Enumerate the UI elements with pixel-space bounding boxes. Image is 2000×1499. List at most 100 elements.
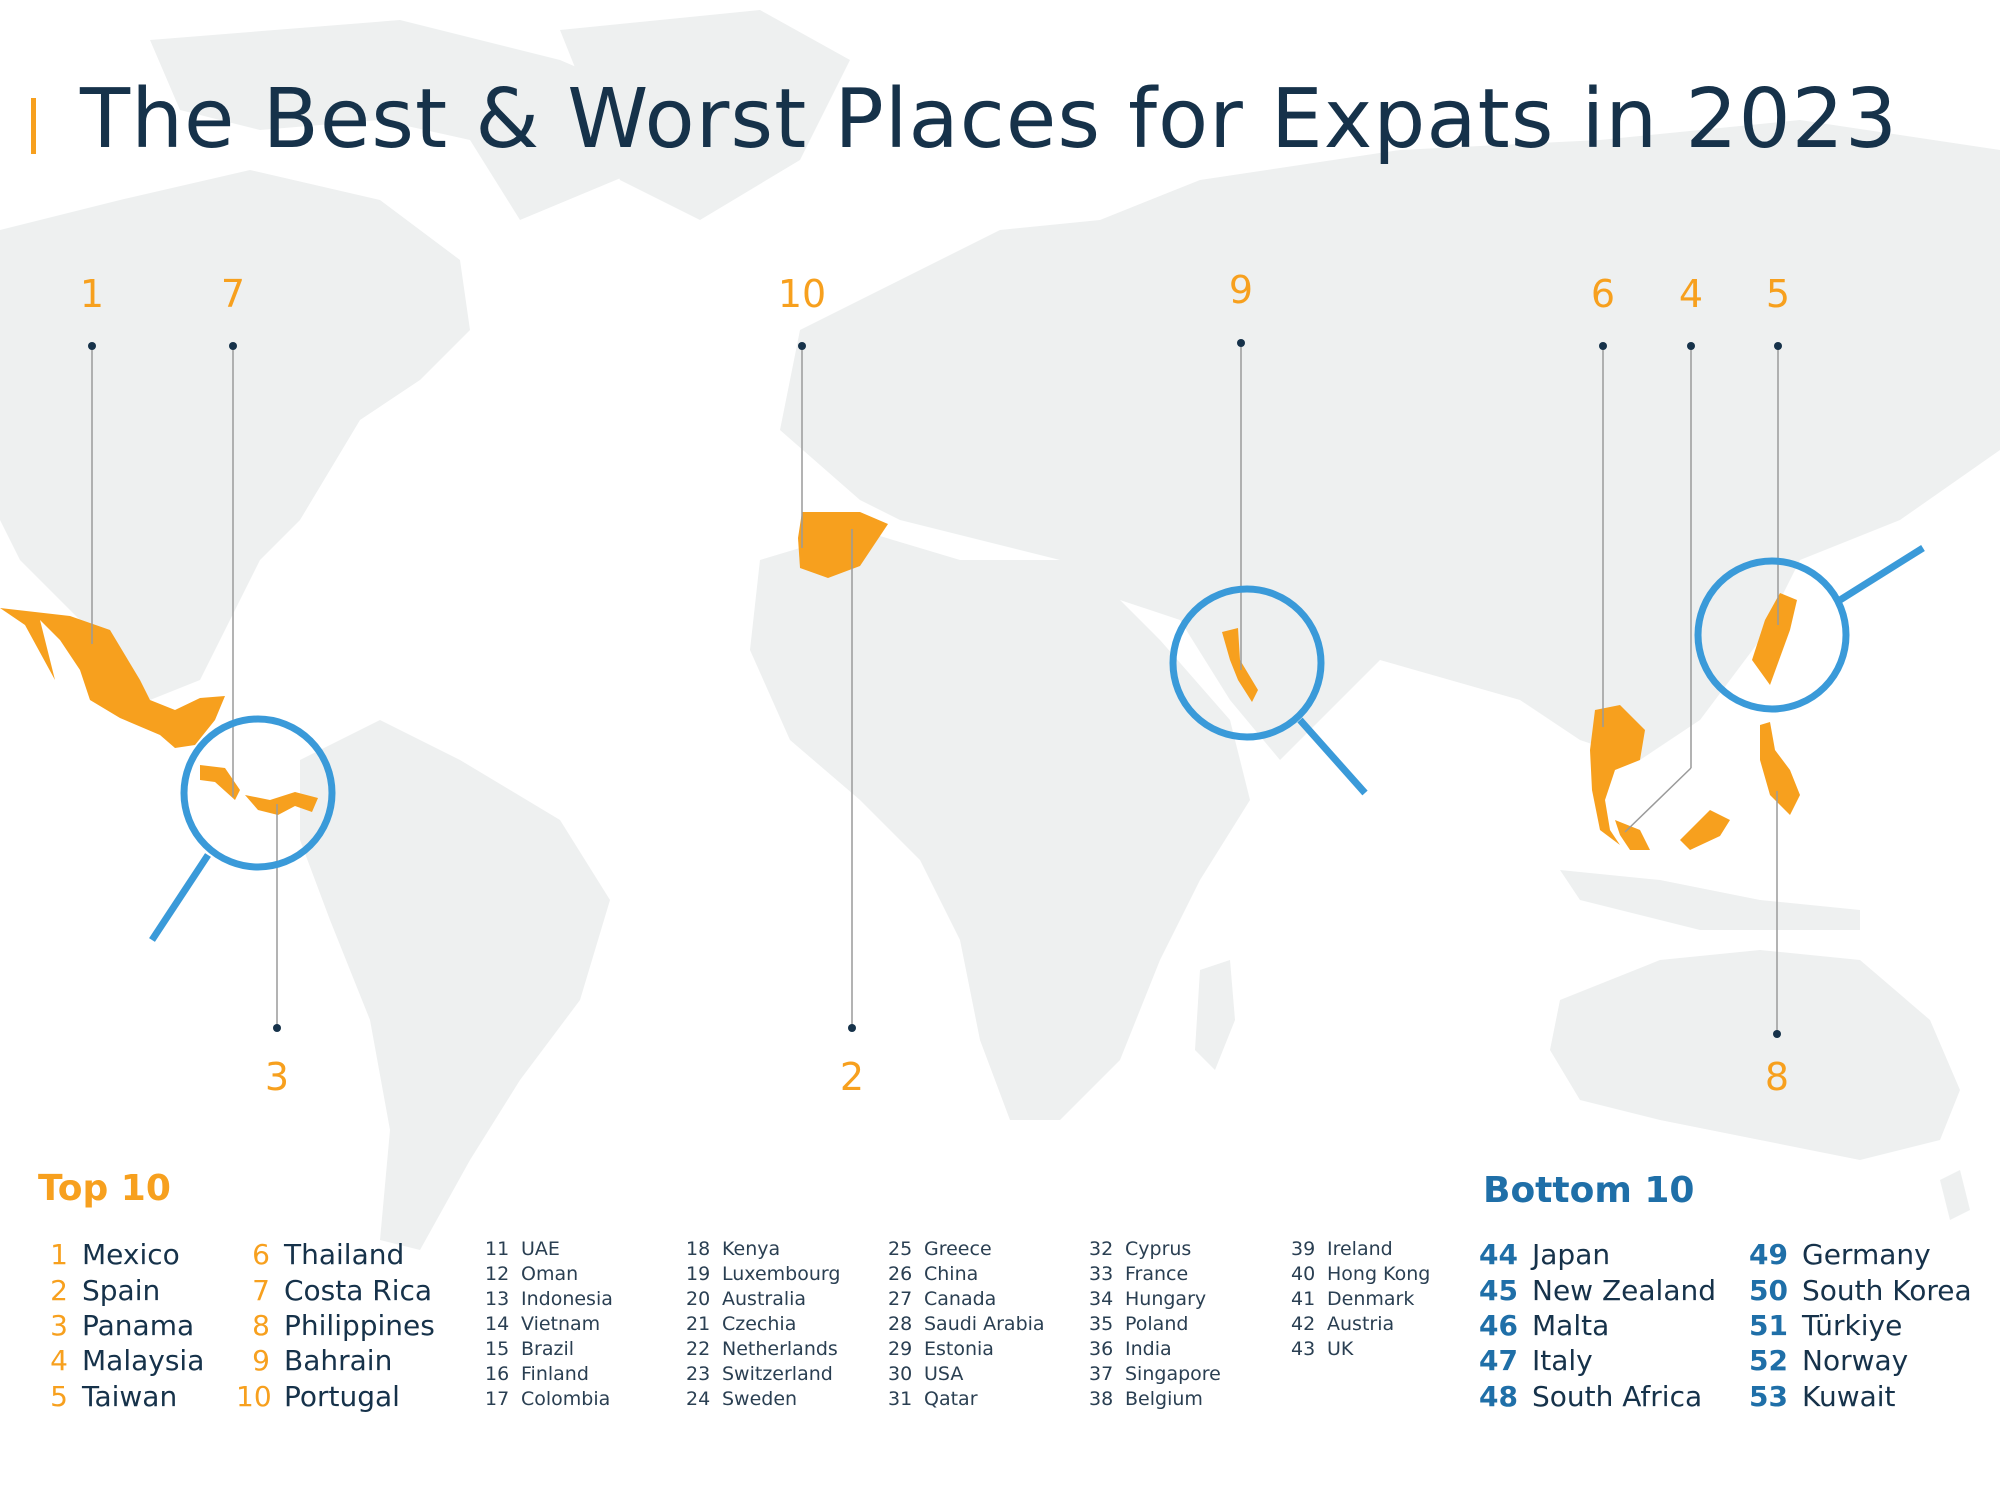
- bottom10-title: Bottom 10: [1483, 1170, 1695, 1211]
- highlighted-countries: [0, 512, 1800, 850]
- country-name: Türkiye: [1802, 1309, 1903, 1342]
- rank-number: 32: [1089, 1238, 1114, 1260]
- top10-item: 1 Mexico: [34, 1238, 180, 1271]
- country-name: Indonesia: [521, 1288, 613, 1310]
- leader-dot-10: [798, 342, 806, 350]
- rank-number: 49: [1749, 1238, 1788, 1271]
- ranking-item: 43 UK: [1291, 1338, 1353, 1360]
- leader-line-4-diagonal: [1624, 767, 1692, 833]
- ranking-item: 21 Czechia: [686, 1313, 796, 1335]
- europe-asia: [780, 120, 2000, 760]
- country-name: Thailand: [284, 1238, 405, 1271]
- rank-number: 5: [50, 1380, 68, 1413]
- country-name: France: [1125, 1263, 1189, 1285]
- leader-dot-2: [848, 1024, 856, 1032]
- rank-number: 36: [1089, 1338, 1114, 1360]
- bottom10-item: 46 Malta: [1476, 1309, 1609, 1342]
- ranking-item: 26 China: [888, 1263, 978, 1285]
- rank-number: 23: [686, 1363, 711, 1385]
- country-name: Hong Kong: [1327, 1263, 1431, 1285]
- rank-number: 33: [1089, 1263, 1114, 1285]
- rank-number: 30: [888, 1363, 913, 1385]
- ranking-item: 14 Vietnam: [485, 1313, 600, 1335]
- philippines-shape: [1760, 722, 1800, 815]
- rank-number: 3: [50, 1309, 68, 1342]
- rank-number: 6: [252, 1238, 270, 1271]
- country-name: Cyprus: [1125, 1238, 1192, 1260]
- ranking-item: 22 Netherlands: [686, 1338, 838, 1360]
- country-name: Czechia: [722, 1313, 797, 1335]
- country-name: Brazil: [521, 1338, 575, 1360]
- ranking-item: 19 Luxembourg: [686, 1263, 840, 1285]
- rank-number: 20: [686, 1288, 711, 1310]
- bottom10-item: 51 Türkiye: [1746, 1309, 1902, 1342]
- rank-number: 1: [50, 1238, 68, 1271]
- top10-item: 7 Costa Rica: [236, 1274, 432, 1307]
- rank-number: 27: [888, 1288, 913, 1310]
- land-masses: [0, 10, 2000, 1250]
- rank-number: 18: [686, 1238, 711, 1260]
- rank-number: 15: [485, 1338, 510, 1360]
- rank-number: 42: [1291, 1313, 1316, 1335]
- rank-number: 19: [686, 1263, 711, 1285]
- country-name: New Zealand: [1532, 1274, 1716, 1307]
- mexico-shape: [0, 608, 225, 748]
- ranking-item: 15 Brazil: [485, 1338, 574, 1360]
- rank-number: 37: [1089, 1363, 1114, 1385]
- country-name: Singapore: [1125, 1363, 1221, 1385]
- rank-number: 13: [485, 1288, 510, 1310]
- bottom10-item: 45 New Zealand: [1476, 1274, 1716, 1307]
- thailand-shape: [1590, 705, 1645, 845]
- rank-number: 35: [1089, 1313, 1114, 1335]
- ranking-item: 28 Saudi Arabia: [888, 1313, 1045, 1335]
- rank-number: 29: [888, 1338, 913, 1360]
- country-name: Belgium: [1125, 1388, 1203, 1410]
- country-name: Vietnam: [521, 1313, 601, 1335]
- greenland: [560, 10, 850, 220]
- rank-number: 48: [1479, 1380, 1518, 1413]
- rank-number: 38: [1089, 1388, 1114, 1410]
- country-name: Austria: [1327, 1313, 1395, 1335]
- map-rank-label: 3: [264, 1055, 290, 1099]
- country-name: Kenya: [722, 1238, 781, 1260]
- rank-number: 11: [485, 1238, 510, 1260]
- map-rank-label: 9: [1228, 268, 1254, 312]
- spain-portugal-shape: [798, 512, 888, 578]
- rank-number: 24: [686, 1388, 711, 1410]
- ranking-item: 11 UAE: [485, 1238, 560, 1260]
- magnifier-handle-taiwan: [1838, 545, 1925, 603]
- rank-number: 10: [236, 1380, 272, 1413]
- rank-number: 2: [50, 1274, 68, 1307]
- country-name: Netherlands: [722, 1338, 838, 1360]
- country-name: Malaysia: [82, 1344, 205, 1377]
- rank-number: 22: [686, 1338, 711, 1360]
- country-name: South Korea: [1802, 1274, 1972, 1307]
- country-name: Ireland: [1327, 1238, 1393, 1260]
- map-rank-label: 10: [777, 272, 827, 316]
- magnifier-taiwan: [1694, 557, 1850, 713]
- rank-number: 12: [485, 1263, 510, 1285]
- ranking-item: 24 Sweden: [686, 1388, 797, 1410]
- taiwan-shape: [1752, 593, 1797, 685]
- country-name: Denmark: [1327, 1288, 1415, 1310]
- ranking-item: 37 Singapore: [1089, 1363, 1221, 1385]
- malaysia-shape: [1615, 820, 1650, 850]
- map-rank-label: 6: [1590, 272, 1616, 316]
- country-name: Saudi Arabia: [924, 1313, 1045, 1335]
- country-name: Poland: [1125, 1313, 1189, 1335]
- magnifier-panama: [180, 715, 336, 871]
- arctic-islands: [150, 20, 700, 220]
- country-name: Switzerland: [722, 1363, 833, 1385]
- country-name: Australia: [722, 1288, 807, 1310]
- rank-number: 50: [1749, 1274, 1788, 1307]
- rank-number: 41: [1291, 1288, 1316, 1310]
- leader-dot-5: [1774, 342, 1782, 350]
- rank-number: 46: [1479, 1309, 1518, 1342]
- bottom10-item: 48 South Africa: [1476, 1380, 1702, 1413]
- ranking-item: 31 Qatar: [888, 1388, 978, 1410]
- top10-item: 5 Taiwan: [34, 1380, 177, 1413]
- rank-number: 34: [1089, 1288, 1114, 1310]
- panama-shape: [245, 792, 318, 815]
- ranking-item: 41 Denmark: [1291, 1288, 1414, 1310]
- top10-item: 6 Thailand: [236, 1238, 404, 1271]
